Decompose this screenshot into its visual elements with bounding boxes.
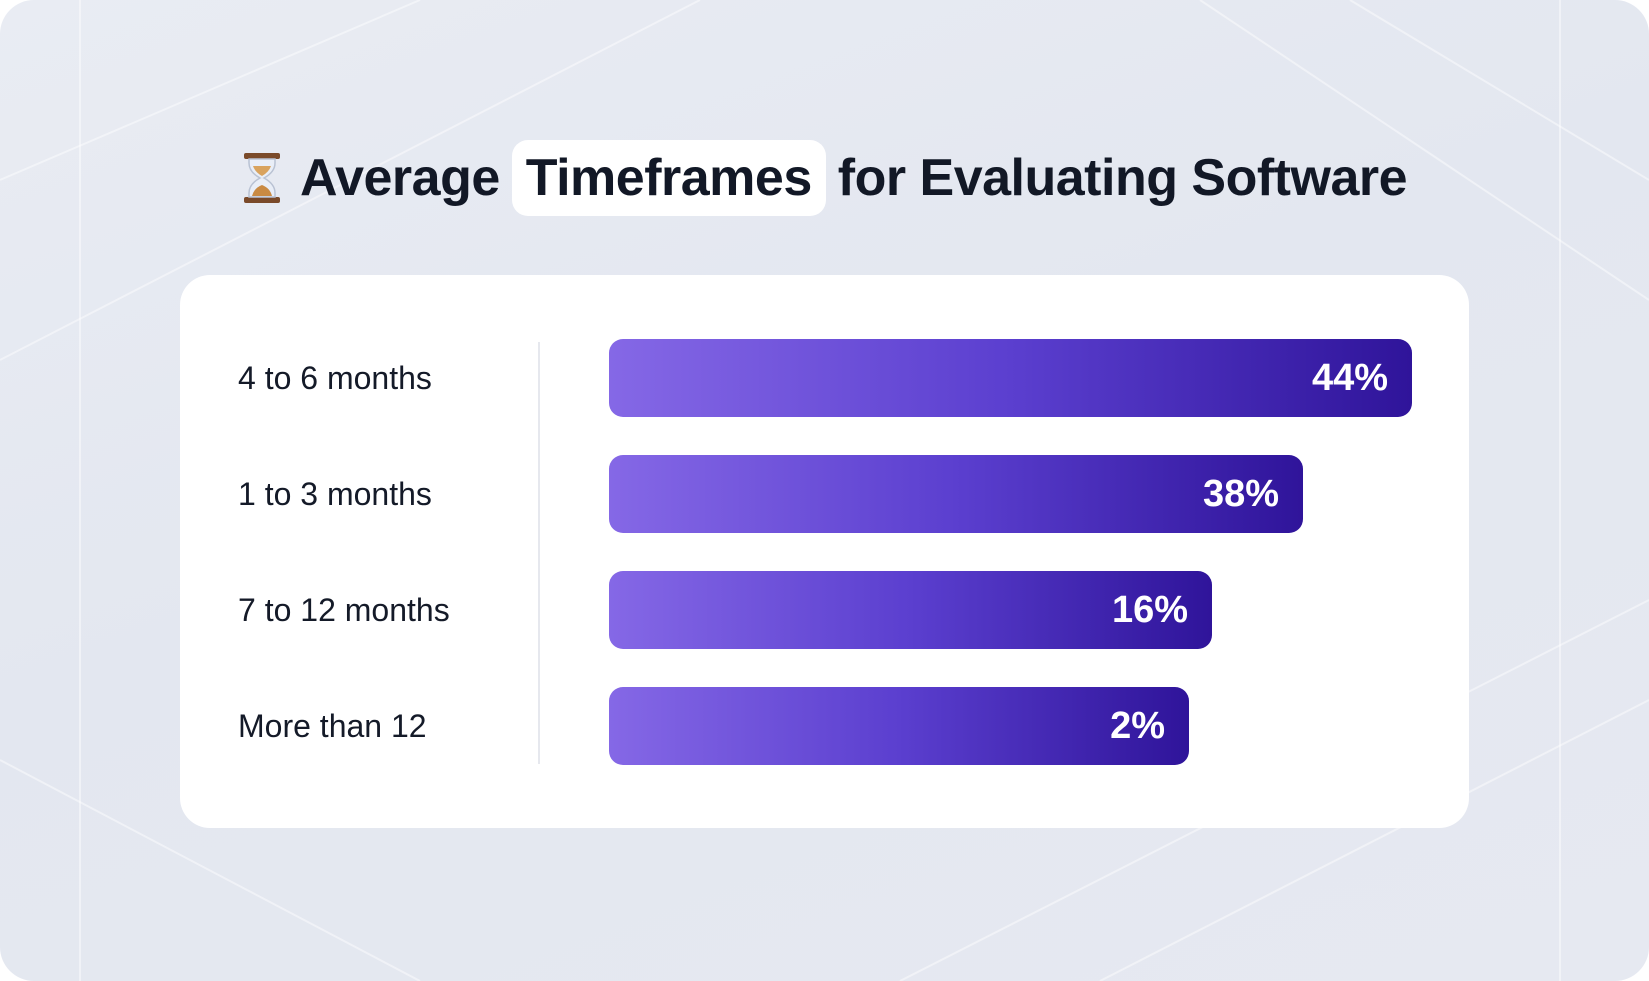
data-label: 44% [1311, 357, 1388, 399]
bar: 2% [609, 687, 1189, 765]
category-label: 4 to 6 months [238, 360, 432, 396]
category-label: More than 12 [238, 708, 427, 744]
category-label: 7 to 12 months [238, 592, 450, 628]
title-text-end: for Evaluating Software [837, 149, 1408, 207]
bar: 38% [609, 455, 1303, 533]
axis-divider [538, 342, 540, 764]
bar: 44% [609, 339, 1412, 417]
data-label: 2% [1110, 705, 1165, 747]
data-label: 38% [1202, 473, 1279, 515]
bar: 16% [609, 571, 1212, 649]
category-label: 1 to 3 months [238, 476, 432, 512]
hourglass-icon [243, 153, 280, 203]
chart-card: 4 to 6 months 44% 1 to 3 months 38% 7 to 12 … [180, 275, 1469, 828]
data-label: 16% [1111, 589, 1188, 631]
title-text-start: Average [299, 149, 500, 207]
title-highlight: Timeframes [511, 140, 826, 216]
chart-title: Average Timeframes for Evaluating Softwa… [0, 140, 1649, 216]
